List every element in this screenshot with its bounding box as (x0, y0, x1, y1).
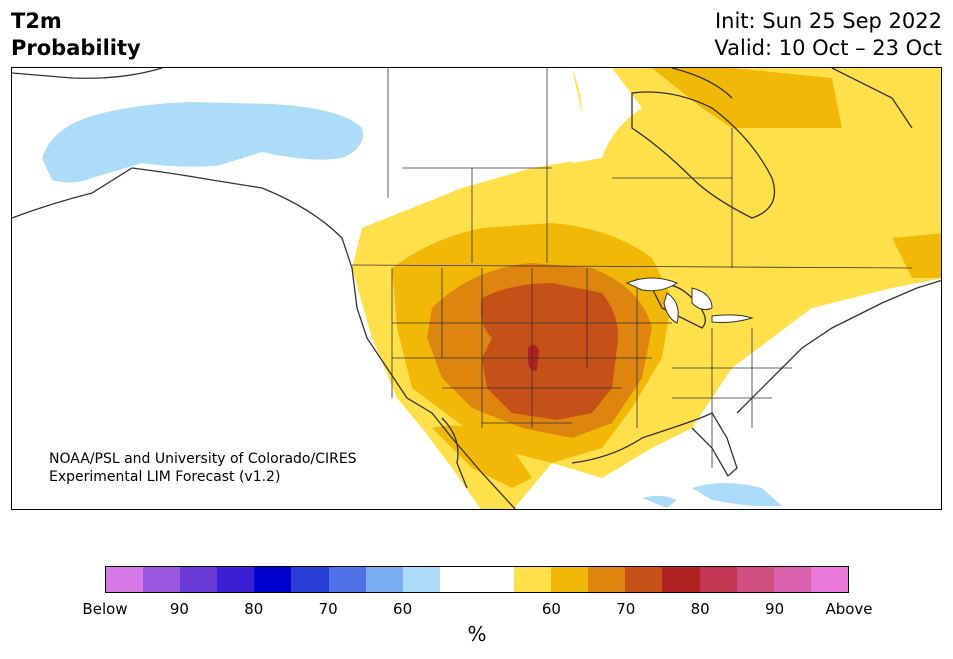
colorbar-segment (699, 567, 737, 592)
shade-below-60 (42, 102, 363, 183)
map-title: T2m Probability (11, 8, 141, 62)
title-line-2: Probability (11, 36, 141, 60)
shade-above-90 (480, 283, 618, 420)
colorbar-segment (625, 567, 663, 592)
colorbar-tick-label: Below (82, 600, 128, 618)
shade-above-95 (528, 344, 539, 371)
colorbar-segment (810, 567, 848, 592)
map-canvas (12, 68, 941, 509)
colorbar-segment (180, 567, 218, 592)
init-date: Init: Sun 25 Sep 2022 (714, 9, 942, 33)
shade-below-cuba (692, 483, 782, 507)
shade-above-70-b (652, 68, 842, 128)
colorbar-segment (217, 567, 255, 592)
colorbar-tick-label: 90 (169, 600, 189, 618)
colorbar (105, 566, 849, 593)
valid-date: Valid: 10 Oct – 23 Oct (714, 36, 942, 60)
colorbar-unit-label: % (467, 622, 487, 646)
colorbar-segment (736, 567, 774, 592)
colorbar-segment (365, 567, 403, 592)
colorbar-tick-label: 80 (690, 600, 710, 618)
colorbar-tick-label: Above (825, 600, 873, 618)
credit-line-1: NOAA/PSL and University of Colorado/CIRE… (49, 451, 357, 467)
probability-shading (42, 68, 941, 509)
shade-below-bahamas (642, 495, 677, 508)
shade-above-60-mask (572, 68, 642, 163)
political-borders (351, 68, 913, 468)
forecast-dates: Init: Sun 25 Sep 2022 Valid: 10 Oct – 23… (714, 8, 942, 62)
colorbar-segment (328, 567, 366, 592)
title-line-1: T2m (11, 9, 62, 33)
colorbar-tick-label: 70 (318, 600, 338, 618)
colorbar-segment (439, 567, 477, 592)
coastlines (12, 68, 941, 509)
colorbar-tick-label: 90 (765, 600, 785, 618)
shade-above-70-c (892, 233, 941, 278)
colorbar-segment (588, 567, 626, 592)
colorbar-segment (476, 567, 515, 592)
colorbar-tick-label: 80 (244, 600, 264, 618)
colorbar-segment (514, 567, 552, 592)
great-lakes (625, 277, 754, 324)
colorbar-segment (551, 567, 589, 592)
colorbar-segment (662, 567, 700, 592)
colorbar-segment (143, 567, 181, 592)
colorbar-segment (773, 567, 811, 592)
colorbar-segment (106, 567, 144, 592)
colorbar-tick-label: 70 (616, 600, 636, 618)
credit-line-2: Experimental LIM Forecast (v1.2) (49, 469, 281, 485)
colorbar-segment (254, 567, 292, 592)
colorbar-tick-label: 60 (541, 600, 561, 618)
map-credit: NOAA/PSL and University of Colorado/CIRE… (49, 450, 357, 486)
colorbar-tick-label: 60 (393, 600, 413, 618)
colorbar-segment (291, 567, 329, 592)
probability-map (11, 67, 942, 510)
colorbar-segment (402, 567, 440, 592)
